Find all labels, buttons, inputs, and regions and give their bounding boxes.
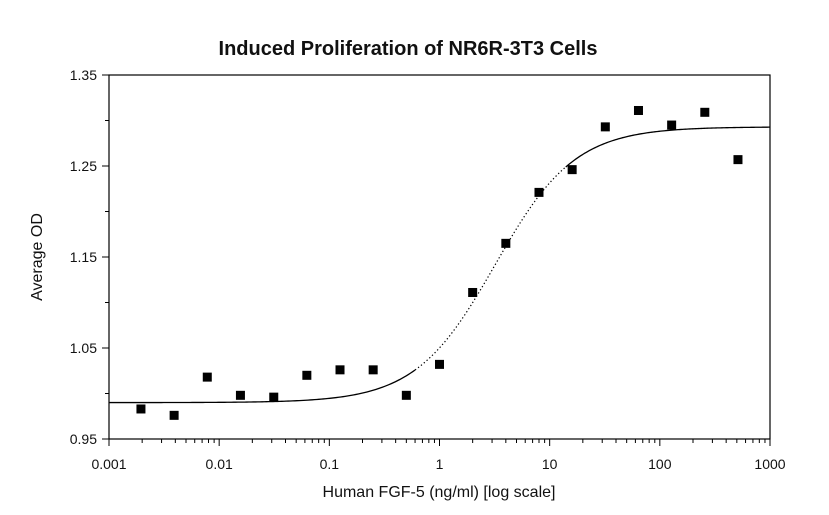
y-axis-label: Average OD (29, 213, 46, 301)
data-point (136, 404, 146, 414)
y-axis: 0.95 1.05 1.15 1.25 1.35 (70, 67, 109, 447)
x-tick-label: 100 (648, 456, 672, 472)
data-point (600, 122, 610, 132)
chart-title: Induced Proliferation of NR6R-3T3 Cells (219, 38, 598, 60)
data-points (136, 105, 743, 420)
data-point (700, 107, 710, 117)
x-axis: 0.001 0.01 0.1 1 10 100 1000 (91, 439, 786, 472)
data-point (368, 365, 378, 375)
data-point (169, 410, 179, 420)
y-tick-label: 1.15 (70, 249, 97, 265)
fit-curve-segment (414, 166, 567, 371)
y-tick-label: 1.25 (70, 158, 97, 174)
x-tick-label: 1000 (754, 456, 785, 472)
fit-curve-segment (109, 369, 416, 404)
data-point (435, 359, 444, 369)
data-point (202, 372, 212, 382)
y-tick-label: 0.95 (70, 431, 97, 447)
x-tick-label: 10 (542, 456, 558, 472)
data-point (269, 392, 279, 402)
data-point (733, 155, 743, 165)
fit-curve (109, 126, 771, 404)
data-point (567, 165, 577, 175)
data-point (235, 390, 245, 400)
fit-curve-segment (565, 126, 771, 168)
data-point (534, 187, 544, 197)
x-tick-label: 0.01 (206, 456, 233, 472)
y-tick-label: 1.35 (70, 67, 97, 83)
y-tick-label: 1.05 (70, 340, 97, 356)
data-point (401, 390, 411, 400)
data-point (468, 287, 478, 297)
x-tick-label: 0.1 (320, 456, 340, 472)
data-point (302, 370, 312, 380)
data-point (633, 105, 643, 115)
data-point (667, 120, 677, 130)
data-point (501, 238, 511, 248)
x-tick-label: 1 (436, 456, 444, 472)
x-tick-label: 0.001 (91, 456, 126, 472)
x-axis-label: Human FGF-5 (ng/ml) [log scale] (323, 484, 556, 501)
data-point (335, 365, 345, 375)
